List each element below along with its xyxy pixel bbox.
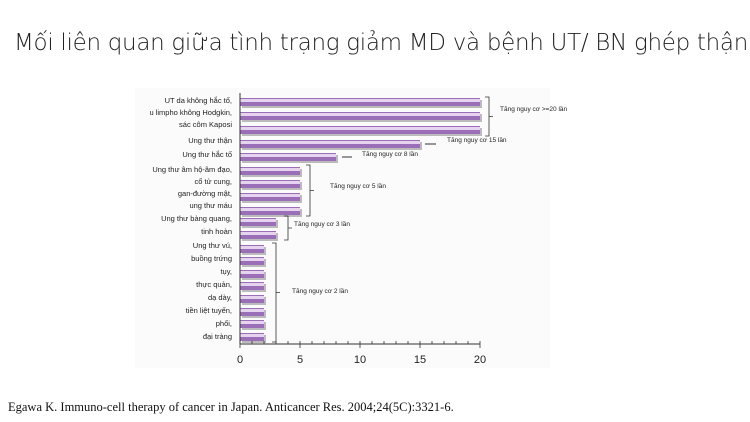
bar-highlight xyxy=(240,334,264,337)
x-tick-label: 20 xyxy=(473,354,487,366)
risk-annotation: Tăng nguy cơ 2 lần xyxy=(292,288,348,295)
slide-title: Mối liên quan giữa tình trạng giảm MD và… xyxy=(14,30,748,56)
bar-highlight xyxy=(240,246,264,249)
bar-highlight xyxy=(240,141,420,144)
bar-highlight xyxy=(240,127,480,130)
bar-highlight xyxy=(240,99,480,102)
bar-highlight xyxy=(240,219,276,222)
bracket xyxy=(485,96,493,137)
category-label: tụy, xyxy=(220,267,232,276)
x-tick-label: 0 xyxy=(236,354,244,366)
bar-highlight xyxy=(240,283,264,286)
bar-highlight xyxy=(240,154,336,157)
bar-highlight xyxy=(240,258,264,261)
x-tick-label: 5 xyxy=(296,354,304,366)
category-label: buồng trứng xyxy=(191,254,232,263)
x-tick-label: 10 xyxy=(353,354,367,366)
category-label: Ung thư bàng quang, xyxy=(161,214,232,223)
bracket xyxy=(272,242,280,343)
bar-highlight xyxy=(240,168,300,171)
category-label: UT da không hắc tố, xyxy=(164,96,232,105)
category-label: thực quản, xyxy=(196,280,232,289)
bar-highlight xyxy=(240,309,264,312)
category-label: Ung thư âm hộ-âm đạo, xyxy=(152,165,232,174)
category-label: Ung thư thận xyxy=(188,136,232,145)
category-label: đại tràng xyxy=(202,332,232,341)
risk-annotation: Tăng nguy cơ 15 lần xyxy=(447,137,507,144)
category-label: tinh hoàn xyxy=(201,227,232,236)
bar-highlight xyxy=(240,232,276,235)
bar-highlight xyxy=(240,208,300,211)
category-label: Ung thư hắc tố xyxy=(182,150,232,159)
bracket xyxy=(306,164,314,217)
category-label: sác côm Kaposi xyxy=(179,120,232,129)
risk-annotation: Tăng nguy cơ 8 lần xyxy=(362,151,418,158)
category-label: Ung thư vú, xyxy=(192,241,232,250)
bar-highlight xyxy=(240,113,480,116)
bar-highlight xyxy=(240,194,300,197)
risk-annotation: Tăng nguy cơ 3 lần xyxy=(294,221,350,228)
citation: Egawa K. Immuno-cell therapy of cancer i… xyxy=(8,400,454,414)
category-label: ung thư máu xyxy=(189,201,232,210)
category-label: tiền liệt tuyến, xyxy=(185,306,232,315)
category-label: gan-đường mật, xyxy=(177,189,232,198)
category-label: cổ tử cung, xyxy=(194,177,232,186)
category-label: u limpho không Hodgkin, xyxy=(149,108,232,117)
bar-highlight xyxy=(240,271,264,274)
risk-annotation: Tăng nguy cơ 5 lần xyxy=(330,183,386,190)
x-tick-label: 15 xyxy=(413,354,427,366)
category-label: phổi, xyxy=(215,319,232,328)
bar-highlight xyxy=(240,181,300,184)
bar-highlight xyxy=(240,321,264,324)
bar-highlight xyxy=(240,296,264,299)
bracket xyxy=(284,215,292,241)
category-label: dạ dày, xyxy=(207,293,232,302)
risk-annotation: Tăng nguy cơ >=20 lần xyxy=(500,106,568,113)
